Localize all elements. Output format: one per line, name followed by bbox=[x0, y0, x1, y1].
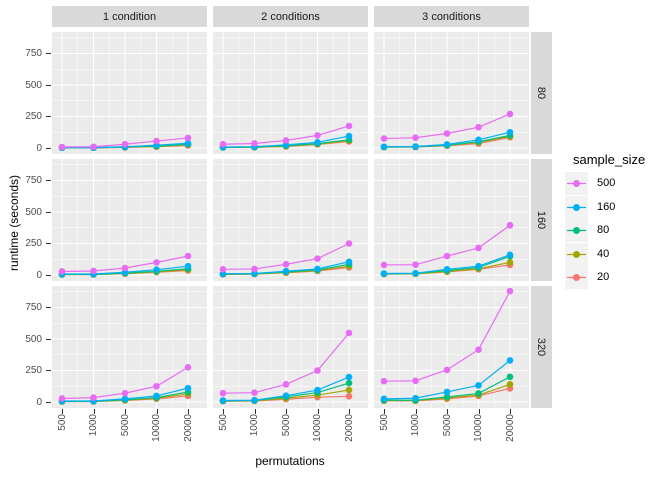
x-tick-label: 5000 bbox=[280, 414, 292, 437]
x-tick-label: 1000 bbox=[88, 414, 99, 437]
panel-2-conditions-320 bbox=[213, 286, 368, 408]
legend-key bbox=[565, 266, 588, 289]
y-tick-mark bbox=[46, 307, 51, 308]
facet-strip-right-label: 320 bbox=[535, 337, 548, 357]
y-tick-label: 500 bbox=[25, 333, 42, 345]
y-tick-mark bbox=[46, 211, 51, 213]
x-tick-mark bbox=[62, 409, 63, 414]
x-tick-label: 20000 bbox=[182, 414, 194, 442]
x-tick-mark bbox=[478, 409, 480, 414]
legend-entry-label: 80 bbox=[597, 224, 610, 236]
x-tick-label: 500 bbox=[56, 414, 68, 431]
y-tick-mark bbox=[46, 243, 51, 244]
facet-strip-right: 320 bbox=[531, 286, 552, 408]
y-tick-mark bbox=[46, 401, 51, 403]
x-tick-label: 5000 bbox=[441, 414, 453, 437]
x-tick-label: 500 bbox=[378, 414, 390, 431]
panel-1-condition-80 bbox=[52, 32, 207, 154]
legend-key bbox=[565, 219, 588, 242]
x-tick-mark bbox=[415, 409, 417, 414]
x-tick-mark bbox=[447, 409, 448, 414]
x-tick-mark bbox=[223, 409, 224, 414]
y-tick-label: 750 bbox=[25, 302, 42, 313]
x-tick-mark bbox=[384, 409, 385, 414]
x-tick-label: 500 bbox=[217, 414, 229, 431]
legend-key-icon bbox=[567, 250, 586, 258]
panel-1-condition-320 bbox=[52, 286, 207, 408]
facet-strip-right: 80 bbox=[531, 32, 552, 154]
y-tick-mark bbox=[46, 84, 51, 86]
x-tick-label: 1000 bbox=[249, 414, 260, 437]
y-tick-mark bbox=[46, 147, 51, 149]
x-tick-label: 10000 bbox=[312, 414, 323, 442]
panel-2-conditions-160 bbox=[213, 159, 368, 281]
legend-key-icon bbox=[567, 203, 586, 211]
legend-key bbox=[565, 242, 588, 266]
panel-3-conditions-80 bbox=[374, 32, 529, 154]
y-tick-label: 250 bbox=[25, 238, 42, 249]
y-tick-label: 500 bbox=[25, 206, 42, 218]
x-tick-mark bbox=[254, 409, 256, 414]
facet-strip-top: 3 conditions bbox=[374, 6, 529, 27]
y-tick-label: 250 bbox=[25, 365, 42, 376]
legend-entry-label: 40 bbox=[597, 247, 610, 260]
legend-key bbox=[565, 172, 588, 195]
legend-entry-label: 500 bbox=[597, 177, 616, 189]
legend-key-icon bbox=[567, 274, 586, 281]
y-tick-mark bbox=[46, 274, 51, 276]
panel-2-conditions-80 bbox=[213, 32, 368, 154]
x-tick-mark bbox=[286, 409, 287, 414]
facet-strip-right: 160 bbox=[531, 159, 552, 281]
legend-entry-label: 20 bbox=[597, 271, 610, 283]
legend-key-icon bbox=[567, 180, 586, 187]
facet-strip-top: 1 condition bbox=[52, 6, 207, 27]
x-tick-mark bbox=[125, 409, 126, 414]
x-tick-mark bbox=[510, 409, 511, 414]
legend-title: sample_size bbox=[573, 152, 646, 167]
y-tick-label: 0 bbox=[36, 142, 42, 154]
x-tick-mark bbox=[156, 409, 158, 414]
x-tick-label: 1000 bbox=[410, 414, 421, 437]
x-tick-label: 10000 bbox=[151, 414, 162, 442]
y-tick-mark bbox=[46, 180, 51, 181]
legend-key-icon bbox=[567, 227, 586, 234]
y-tick-label: 750 bbox=[25, 175, 42, 186]
legend-key bbox=[565, 195, 588, 219]
y-tick-label: 250 bbox=[25, 111, 42, 122]
y-tick-label: 0 bbox=[36, 269, 42, 281]
x-tick-label: 20000 bbox=[343, 414, 355, 442]
x-tick-mark bbox=[349, 409, 350, 414]
y-tick-mark bbox=[46, 370, 51, 371]
y-tick-label: 500 bbox=[25, 79, 42, 91]
y-tick-label: 0 bbox=[36, 396, 42, 408]
x-tick-mark bbox=[188, 409, 189, 414]
facet-strip-right-label: 160 bbox=[535, 210, 548, 230]
y-tick-mark bbox=[46, 338, 51, 340]
y-tick-mark bbox=[46, 116, 51, 117]
x-tick-label: 20000 bbox=[504, 414, 516, 442]
x-axis-title: permutations bbox=[255, 454, 325, 468]
y-tick-mark bbox=[46, 53, 51, 54]
legend-entry-label: 160 bbox=[597, 200, 616, 213]
facet-strip-top: 2 conditions bbox=[213, 6, 368, 27]
x-tick-label: 10000 bbox=[473, 414, 484, 442]
panel-3-conditions-320 bbox=[374, 286, 529, 408]
x-tick-mark bbox=[317, 409, 319, 414]
facet-strip-right-label: 80 bbox=[535, 86, 548, 100]
y-tick-label: 750 bbox=[25, 48, 42, 59]
panel-1-condition-160 bbox=[52, 159, 207, 281]
x-tick-mark bbox=[93, 409, 95, 414]
panel-3-conditions-160 bbox=[374, 159, 529, 281]
x-tick-label: 5000 bbox=[119, 414, 131, 437]
